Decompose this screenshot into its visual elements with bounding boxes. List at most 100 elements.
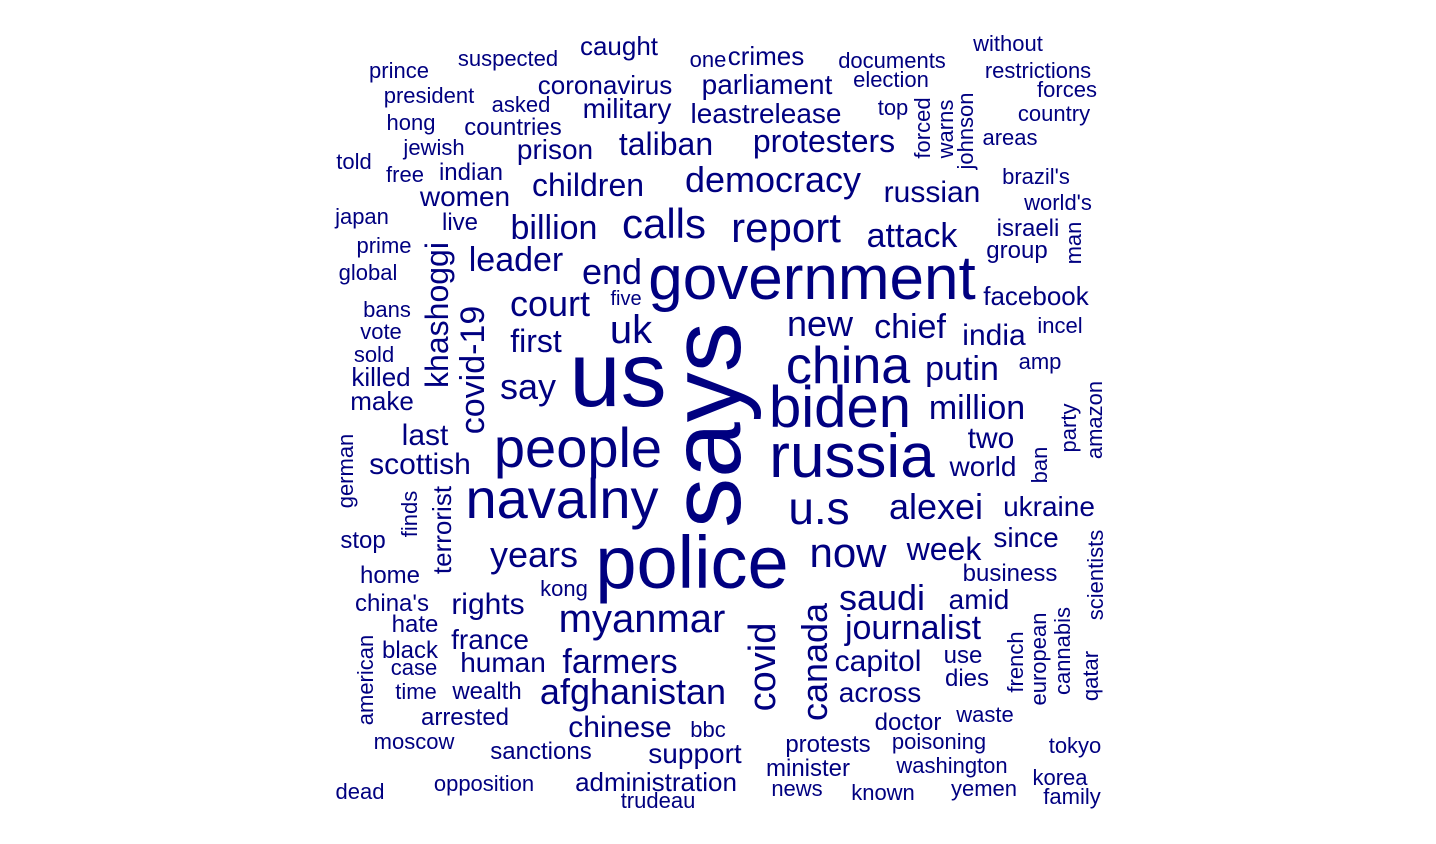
word-53: france [451, 624, 529, 655]
word-80: dies [944, 665, 990, 692]
word-51: leastrelease [690, 98, 842, 129]
word-141: party [1056, 403, 1081, 453]
word-130: yemen [950, 776, 1018, 801]
word-57: across [838, 677, 922, 708]
word-9: u.s [788, 482, 850, 534]
word-49: ukraine [1003, 491, 1095, 522]
word-43: rights [451, 588, 525, 621]
word-89: kong [540, 576, 588, 601]
word-133: trudeau [620, 788, 696, 813]
word-129: known [851, 780, 915, 805]
word-4: russia [769, 422, 935, 491]
word-60: prison [516, 134, 594, 165]
word-94: suspected [457, 46, 559, 71]
word-132: dead [335, 779, 385, 804]
word-123: waste [956, 702, 1014, 727]
word-142: amazon [1082, 380, 1107, 460]
word-70: make [350, 386, 414, 416]
word-104: areas [982, 125, 1038, 150]
word-68: crimes [727, 41, 805, 71]
word-29: attack [866, 217, 958, 255]
word-100: president [383, 83, 475, 108]
word-72: business [962, 560, 1058, 587]
word-107: free [386, 162, 424, 187]
word-109: world's [1024, 190, 1092, 215]
word-77: sanctions [490, 738, 592, 765]
word-35: khashoggi [419, 242, 455, 388]
word-112: global [338, 260, 398, 285]
word-36: taliban [618, 126, 714, 162]
word-50: military [582, 93, 672, 124]
word-102: top [877, 95, 909, 120]
word-27: billion [510, 209, 598, 247]
word-91: documents [838, 48, 946, 73]
word-82: black [381, 637, 439, 664]
word-88: china's [355, 590, 429, 617]
word-44: russian [883, 176, 981, 209]
word-62: since [993, 522, 1059, 553]
word-134: forced [910, 97, 935, 159]
word-37: protesters [752, 123, 896, 159]
word-124: poisoning [891, 729, 987, 754]
word-145: french [1003, 631, 1028, 693]
word-144: scientists [1083, 529, 1108, 621]
word-38: children [531, 167, 645, 203]
word-67: countries [464, 114, 562, 141]
word-86: opposition [433, 771, 535, 796]
word-84: home [359, 562, 421, 589]
word-0: says [650, 322, 762, 528]
word-24: saudi [838, 577, 926, 618]
word-55: support [648, 738, 742, 769]
word-139: finds [397, 490, 422, 538]
word-119: case [390, 655, 438, 680]
word-140: american [353, 634, 378, 726]
word-61: women [419, 181, 511, 212]
word-3: government [648, 244, 976, 313]
word-92: election [853, 67, 929, 92]
word-13: myanmar [558, 597, 726, 641]
word-11: report [731, 204, 841, 251]
word-98: without [973, 31, 1043, 56]
word-15: covid [742, 622, 784, 712]
word-19: years [489, 534, 579, 575]
word-5: biden [769, 375, 911, 440]
word-40: week [906, 531, 982, 567]
word-147: cannabis [1050, 606, 1075, 696]
word-83: hate [391, 611, 439, 638]
word-87: arrested [420, 704, 510, 731]
word-59: amid [948, 584, 1010, 615]
word-25: new [786, 303, 854, 344]
word-71: killed [351, 362, 411, 392]
word-54: human [460, 647, 546, 678]
word-2: police [595, 521, 789, 604]
word-7: people [493, 416, 663, 479]
word-116: five [610, 288, 642, 310]
word-136: johnson [953, 92, 978, 170]
word-90: live [441, 209, 479, 236]
word-95: restrictions [984, 58, 1092, 83]
word-64: administration [575, 767, 737, 797]
word-146: european [1026, 612, 1051, 706]
word-126: washington [896, 753, 1008, 778]
word-114: vote [360, 319, 402, 344]
word-148: qatar [1078, 650, 1103, 702]
word-122: bbc [690, 717, 726, 742]
word-28: leader [468, 241, 564, 279]
word-69: minister [765, 755, 851, 782]
word-110: japan [335, 204, 389, 229]
word-56: world [949, 451, 1017, 482]
word-76: group [986, 237, 1048, 264]
word-17: afghanistan [539, 671, 727, 712]
word-75: israeli [996, 215, 1060, 242]
word-120: time [395, 679, 437, 704]
word-74: indian [438, 159, 504, 186]
word-1: us [569, 324, 667, 426]
word-118: amp [1018, 349, 1062, 374]
word-106: told [336, 149, 372, 174]
word-113: bans [363, 297, 411, 322]
word-32: farmers [562, 643, 678, 681]
word-23: end [581, 251, 643, 292]
word-99: prince [369, 58, 429, 83]
word-63: facebook [983, 281, 1089, 311]
